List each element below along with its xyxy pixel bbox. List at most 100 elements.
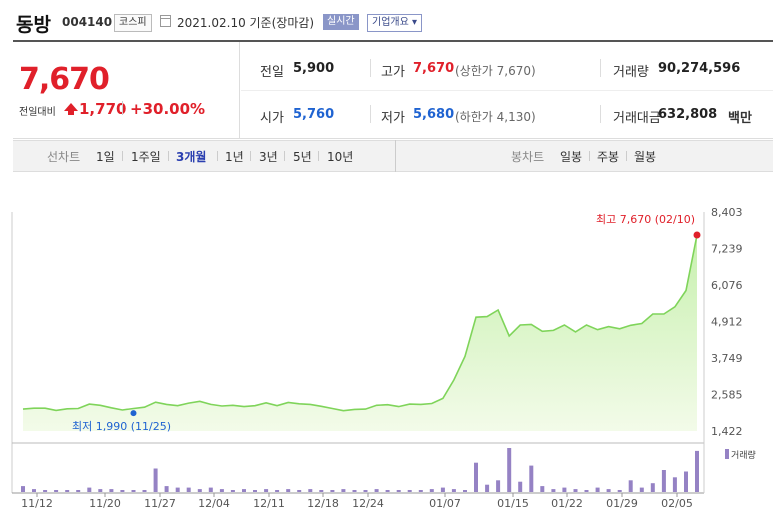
volume-bar — [219, 489, 224, 492]
volume-bar — [518, 481, 523, 492]
volume-bar — [474, 462, 478, 492]
volume-bar — [109, 489, 114, 492]
volume-label: 거래량 — [613, 65, 649, 80]
volume-bar — [65, 490, 70, 492]
volume-bar — [242, 489, 246, 492]
period-3m[interactable]: 3개월 — [176, 150, 207, 164]
volume-bar — [695, 450, 699, 492]
period-divider — [395, 140, 396, 172]
period-separator — [250, 151, 251, 161]
volume-bar — [120, 490, 125, 492]
candle-weekly[interactable]: 주봉 — [597, 150, 620, 164]
volume-bar — [573, 489, 578, 492]
period-3y[interactable]: 3년 — [259, 150, 278, 164]
period-separator — [589, 151, 590, 161]
x-tick-label: 12/04 — [198, 497, 230, 510]
amount-label: 거래대금 — [613, 111, 661, 126]
volume-bar — [429, 489, 434, 492]
market-badge: 코스피 — [114, 14, 152, 32]
x-tick-label: 01/29 — [606, 497, 638, 510]
volume-bar — [87, 487, 92, 492]
volume-bar — [496, 480, 501, 492]
up-arrow-icon — [64, 103, 78, 115]
summary-separator — [370, 59, 371, 77]
summary-separator — [600, 59, 601, 77]
x-tick-label: 12/11 — [253, 497, 285, 510]
volume-bar — [540, 486, 545, 492]
volume-bar — [54, 490, 59, 492]
period-1y[interactable]: 1년 — [225, 150, 244, 164]
summary-separator — [600, 105, 601, 123]
high-value: 7,670 — [413, 61, 455, 76]
summary-separator — [370, 105, 371, 123]
open-value: 5,760 — [293, 107, 335, 122]
volume-bar — [485, 484, 490, 492]
period-separator — [626, 151, 627, 161]
period-1d[interactable]: 1일 — [96, 150, 115, 164]
company-info-button[interactable]: 기업개요 ▾ — [367, 14, 422, 32]
volume-legend-swatch — [725, 449, 729, 459]
volume-bar — [275, 490, 280, 492]
volume-legend-label: 거래량 — [731, 449, 756, 461]
volume-bar — [197, 489, 202, 492]
volume-bar — [650, 483, 655, 492]
change-percent: +30.00% — [130, 100, 206, 118]
stock-code: 004140 — [62, 15, 113, 29]
volume-bar — [562, 487, 567, 492]
volume-bar — [606, 489, 611, 492]
y-tick-label: 3,749 — [711, 352, 743, 365]
y-tick-label: 6,076 — [711, 279, 743, 292]
volume-bar — [661, 470, 666, 492]
x-tick-label: 01/15 — [497, 497, 529, 510]
lower-limit: (하한가 4,130) — [455, 110, 536, 124]
summary-panel — [13, 42, 773, 139]
min-point — [130, 410, 137, 417]
realtime-button[interactable]: 실시간 — [323, 14, 359, 30]
open-label: 시가 — [260, 111, 284, 126]
x-tick-label: 12/18 — [307, 497, 339, 510]
volume-bar — [32, 489, 36, 492]
volume-bar — [153, 468, 158, 492]
prev-close-label: 전일 — [260, 65, 284, 80]
x-tick-label: 11/12 — [21, 497, 53, 510]
candle-daily[interactable]: 일봉 — [560, 150, 583, 164]
summary-row-divider — [241, 90, 773, 91]
volume-bar — [374, 489, 379, 492]
candle-monthly[interactable]: 월봉 — [634, 150, 657, 164]
volume-bar — [21, 486, 25, 492]
price-line — [22, 234, 698, 412]
volume-bar — [297, 490, 302, 492]
volume-bar — [142, 490, 147, 492]
period-5y[interactable]: 5년 — [293, 150, 312, 164]
period-1w[interactable]: 1주일 — [131, 150, 161, 164]
change-label: 전일대비 — [19, 107, 56, 118]
low-label: 저가 — [381, 111, 405, 126]
price-cell — [13, 42, 240, 138]
volume-bar — [451, 489, 456, 492]
volume-bar — [264, 489, 269, 492]
volume-bar — [639, 487, 644, 492]
volume-bar — [507, 448, 512, 492]
volume-bar — [341, 489, 346, 492]
header-divider — [13, 40, 773, 42]
period-separator — [122, 151, 123, 161]
stock-name: 동방 — [16, 14, 51, 36]
volume-bar — [253, 490, 257, 492]
volume-bar — [230, 490, 235, 492]
volume-bar — [418, 490, 423, 492]
price-area-fill — [23, 235, 697, 431]
volume-bar — [286, 489, 291, 492]
amount-unit: 백만 — [728, 111, 752, 126]
volume-value: 90,274,596 — [658, 61, 741, 76]
volume-bar — [98, 489, 103, 492]
volume-bar — [617, 490, 622, 492]
volume-bar — [684, 471, 688, 492]
max-label: 최고 7,670 (02/10) — [596, 213, 695, 226]
period-separator — [168, 151, 169, 161]
volume-bar — [352, 490, 357, 492]
volume-bar — [330, 490, 335, 492]
prev-close-value: 5,900 — [293, 61, 335, 76]
volume-bar — [208, 487, 213, 492]
max-point — [693, 231, 701, 239]
period-10y[interactable]: 10년 — [327, 150, 354, 164]
